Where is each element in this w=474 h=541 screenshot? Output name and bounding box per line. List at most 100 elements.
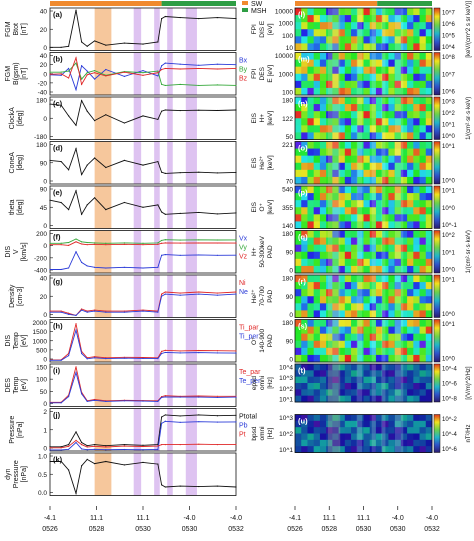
spectrogram-cell <box>326 148 333 157</box>
colorbar-label: [(V/m)^2/Hz] <box>466 366 472 399</box>
event-shade-2 <box>371 52 376 95</box>
hfa-shade <box>94 230 112 273</box>
spectrogram-cell <box>407 275 414 283</box>
spectrogram-cell <box>394 333 402 342</box>
y-tick-label: -400 <box>34 268 47 275</box>
hfa-shade <box>327 364 341 402</box>
spectrogram-cell <box>363 111 371 119</box>
spectrogram-cell <box>313 354 321 363</box>
data-point <box>142 206 144 208</box>
event-shade-1 <box>133 364 142 407</box>
legend-entry: Pb <box>239 423 248 430</box>
data-point <box>164 172 166 174</box>
spectrogram-cell <box>388 73 396 82</box>
x-tick-label-top: 11.1 <box>136 515 149 522</box>
data-point <box>235 18 237 20</box>
y-tick-label: 180 <box>36 142 47 149</box>
panel-tag: (p) <box>298 188 308 197</box>
spectrogram-cell <box>394 214 402 222</box>
spectrogram-cell <box>319 200 327 208</box>
spectrogram-cell <box>394 104 402 112</box>
spectrogram-cell <box>382 389 389 397</box>
event-shade-1 <box>133 141 142 184</box>
spectrogram-cell <box>307 36 315 44</box>
spectrogram-cell <box>425 275 433 283</box>
spectrogram-cell <box>388 52 396 61</box>
spectrogram-cell <box>363 258 371 267</box>
data-point <box>105 357 107 359</box>
event-shade-1 <box>133 408 142 451</box>
spectrogram-cell <box>301 97 308 105</box>
spectrogram-cell <box>344 29 352 37</box>
spectrogram-cell <box>400 59 408 68</box>
data-point <box>216 84 218 86</box>
spectrogram-cell <box>369 162 377 171</box>
spectrogram-cell <box>369 132 377 140</box>
spectrogram-cell <box>369 214 377 222</box>
data-point <box>94 69 96 72</box>
spectrogram-cell <box>319 52 327 61</box>
spectrogram-cell <box>369 73 377 82</box>
spectrogram-cell <box>295 186 302 194</box>
spectrogram-cell <box>394 80 402 89</box>
spectrogram-cell <box>301 15 308 23</box>
spectrogram-cell <box>338 36 346 44</box>
data-point <box>81 173 83 176</box>
spectrogram-cell <box>413 289 421 297</box>
colorbar-label: [keV/(cm^2 s sr keV)] <box>466 1 472 58</box>
spectrogram-cell <box>338 383 346 390</box>
spectrogram-cell <box>425 395 433 403</box>
data-point <box>198 171 200 173</box>
spectrogram-cell <box>407 251 414 260</box>
spectrogram-cell <box>388 15 396 23</box>
spectrogram-cell <box>344 118 352 126</box>
data-point <box>105 311 107 313</box>
spectrogram-cell <box>388 326 396 335</box>
spectrogram-cell <box>388 303 396 311</box>
data-point <box>216 68 218 70</box>
spectrogram-cell <box>307 303 315 311</box>
spectrogram-cell <box>295 427 302 434</box>
y-axis-label: [keV] <box>267 155 274 170</box>
spectrogram-cell <box>388 97 396 105</box>
data-point <box>105 75 107 77</box>
event-shade-3 <box>381 319 386 362</box>
spectrogram-cell <box>332 73 340 82</box>
spectrogram-cell <box>382 214 389 222</box>
spectrogram-cell <box>357 303 364 311</box>
spectrogram-cell <box>382 141 389 150</box>
spectrogram-cell <box>407 80 414 89</box>
spectrogram-cell <box>307 155 315 164</box>
spectrogram-cell <box>382 104 389 112</box>
spectrogram-cell <box>369 230 377 239</box>
data-point <box>86 244 88 246</box>
spectrogram-cell <box>326 155 333 164</box>
spectrogram-cell <box>382 73 389 82</box>
event-shade-1 <box>133 186 142 229</box>
spectrogram-cell <box>375 289 383 297</box>
spectrogram-cell <box>419 376 427 384</box>
spectrogram-cell <box>344 193 352 201</box>
spectrogram-cell <box>338 333 346 342</box>
y-tick-label: 40 <box>40 53 48 60</box>
spectrogram-cell <box>301 251 308 260</box>
spectrogram-cell <box>357 370 364 378</box>
spectrogram-cell <box>301 420 308 428</box>
data-point <box>75 314 77 316</box>
spectrogram-cell <box>375 22 383 30</box>
legend-entry: Te_par <box>239 369 261 376</box>
spectrogram-cell <box>375 446 383 453</box>
spectrogram-cell <box>419 73 427 82</box>
spectrogram-cell <box>394 427 402 434</box>
spectrogram-cell <box>369 340 377 349</box>
spectrogram-cell <box>388 176 396 185</box>
spectrogram-cell <box>369 221 377 229</box>
spectrogram-cell <box>369 8 377 16</box>
panel-frame <box>294 141 433 185</box>
spectrogram-cell <box>419 125 427 133</box>
spectrogram-cell <box>388 433 396 441</box>
data-point <box>81 465 83 467</box>
data-point <box>142 309 144 311</box>
